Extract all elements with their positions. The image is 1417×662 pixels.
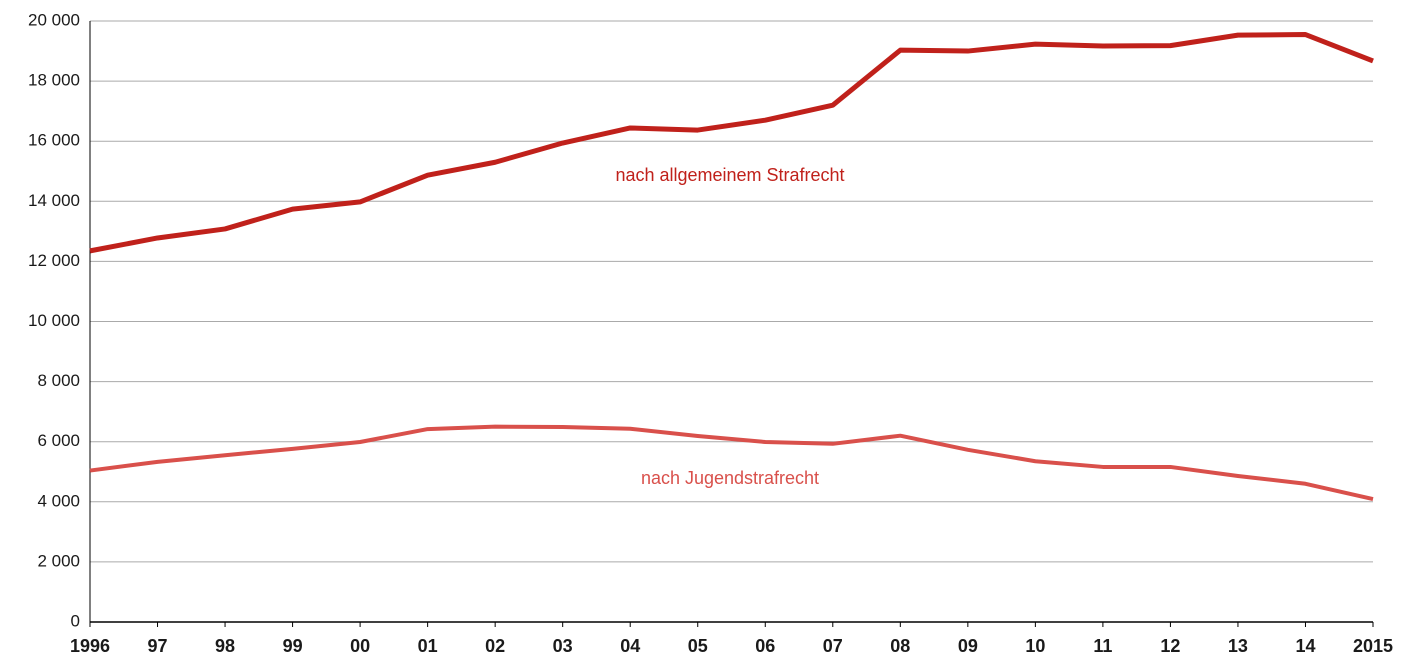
x-tick-label: 13 [1228, 636, 1248, 656]
x-tick-label: 04 [620, 636, 640, 656]
y-tick-label: 0 [71, 611, 80, 630]
y-tick-label: 6 000 [37, 431, 80, 450]
x-tick-label: 05 [688, 636, 708, 656]
y-tick-label: 4 000 [37, 491, 80, 510]
x-tick-label: 00 [350, 636, 370, 656]
x-tick-label: 09 [958, 636, 978, 656]
x-tick-label: 06 [755, 636, 775, 656]
x-tick-label: 97 [148, 636, 168, 656]
series-label: nach allgemeinem Strafrecht [615, 165, 844, 185]
x-tick-label: 14 [1295, 636, 1315, 656]
series-label: nach Jugendstrafrecht [641, 468, 819, 488]
x-tick-label: 02 [485, 636, 505, 656]
x-tick-label: 12 [1160, 636, 1180, 656]
x-tick-label: 2015 [1353, 636, 1393, 656]
y-tick-label: 18 000 [28, 71, 80, 90]
series-line [89, 424, 1374, 502]
x-tick-label: 03 [553, 636, 573, 656]
y-tick-label: 2 000 [37, 551, 80, 570]
x-tick-label: 10 [1025, 636, 1045, 656]
y-tick-label: 14 000 [28, 191, 80, 210]
x-tick-label: 11 [1093, 636, 1112, 656]
y-tick-label: 20 000 [28, 10, 80, 29]
x-tick-label: 08 [890, 636, 910, 656]
x-tick-label: 98 [215, 636, 235, 656]
x-tick-label: 99 [283, 636, 303, 656]
y-tick-label: 8 000 [37, 371, 80, 390]
x-tick-label: 01 [418, 636, 438, 656]
x-tick-label: 07 [823, 636, 843, 656]
x-tick-label: 1996 [70, 636, 110, 656]
y-tick-label: 10 000 [28, 311, 80, 330]
y-tick-label: 12 000 [28, 251, 80, 270]
series-line [89, 32, 1374, 254]
y-tick-label: 16 000 [28, 131, 80, 150]
